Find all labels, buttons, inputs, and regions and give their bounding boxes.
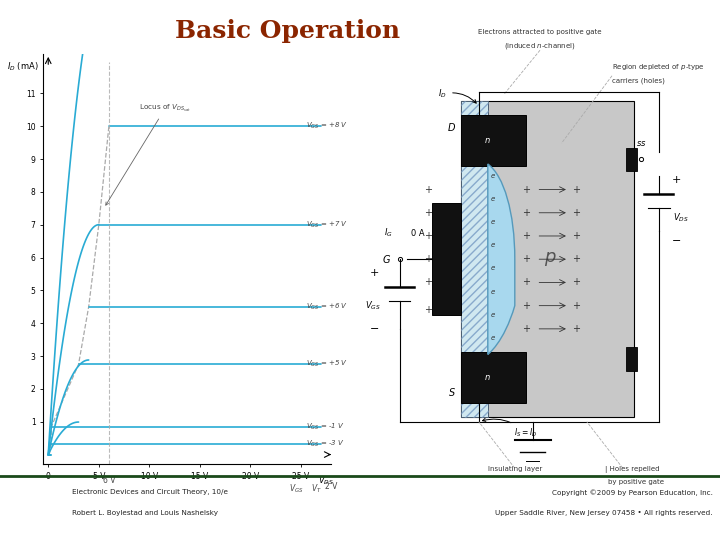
Text: 2 V: 2 V — [325, 482, 338, 491]
Text: Robert L. Boylestad and Louis Nashelsky: Robert L. Boylestad and Louis Nashelsky — [72, 510, 218, 516]
Text: $I_D$ (mA): $I_D$ (mA) — [7, 61, 39, 73]
Text: Electrons attracted to positive gate: Electrons attracted to positive gate — [478, 29, 602, 35]
FancyBboxPatch shape — [626, 148, 637, 171]
Text: $I_D$: $I_D$ — [438, 87, 476, 103]
Text: $I_G$: $I_G$ — [384, 227, 393, 239]
Text: Locus of $V_{DS_{sat}}$: Locus of $V_{DS_{sat}}$ — [106, 103, 192, 205]
Text: $S$: $S$ — [448, 386, 456, 397]
Text: e: e — [491, 242, 495, 248]
Text: e: e — [491, 335, 495, 341]
Text: Basic Operation: Basic Operation — [176, 19, 400, 43]
Text: −: − — [369, 324, 379, 334]
Text: +: + — [424, 185, 433, 194]
Text: $V_{GS}$ = -3 V: $V_{GS}$ = -3 V — [306, 439, 345, 449]
Text: $n$: $n$ — [485, 136, 491, 145]
Text: +: + — [424, 278, 433, 287]
Text: Upper Saddle River, New Jersey 07458 • All rights reserved.: Upper Saddle River, New Jersey 07458 • A… — [495, 510, 713, 516]
Text: +: + — [369, 268, 379, 278]
Text: +: + — [672, 176, 682, 185]
PathPatch shape — [488, 164, 515, 354]
Text: PEARSON: PEARSON — [17, 494, 58, 503]
Text: +: + — [572, 231, 580, 241]
Text: $I_S = I_D$: $I_S = I_D$ — [482, 418, 537, 439]
Text: $V_{GS}$: $V_{GS}$ — [289, 482, 303, 495]
Text: +: + — [521, 278, 530, 287]
Text: +: + — [424, 305, 433, 315]
Text: $p$: $p$ — [544, 250, 557, 268]
Text: +: + — [521, 254, 530, 264]
Text: $n$: $n$ — [485, 373, 491, 382]
Text: (induced $n$-channel): (induced $n$-channel) — [504, 42, 576, 51]
Text: Electronic Devices and Circuit Theory, 10/e: Electronic Devices and Circuit Theory, 1… — [72, 489, 228, 496]
Text: Region depleted of $p$-type: Region depleted of $p$-type — [612, 62, 705, 72]
Text: by positive gate: by positive gate — [608, 480, 665, 485]
Text: $ss$: $ss$ — [636, 139, 646, 147]
Text: +: + — [424, 231, 433, 241]
Text: +: + — [424, 208, 433, 218]
Text: e: e — [491, 173, 495, 179]
Text: +: + — [572, 185, 580, 194]
Text: +: + — [572, 254, 580, 264]
Text: $V_{GS}$: $V_{GS}$ — [365, 299, 380, 312]
Text: carriers (holes): carriers (holes) — [612, 78, 665, 84]
Text: $V_{GS}$ = -1 V: $V_{GS}$ = -1 V — [306, 422, 345, 432]
Text: $V_{GS}$ = +6 V: $V_{GS}$ = +6 V — [306, 302, 348, 312]
Text: 6 V: 6 V — [103, 476, 115, 485]
Text: e: e — [491, 289, 495, 295]
Text: e: e — [491, 219, 495, 225]
Text: +: + — [572, 208, 580, 218]
Text: Copyright ©2009 by Pearson Education, Inc.: Copyright ©2009 by Pearson Education, In… — [552, 489, 713, 496]
Text: +: + — [521, 324, 530, 334]
Text: −: − — [672, 235, 682, 246]
Text: +: + — [572, 301, 580, 310]
Text: $V_{DS}$: $V_{DS}$ — [672, 211, 688, 224]
Text: +: + — [521, 208, 530, 218]
FancyBboxPatch shape — [461, 102, 488, 417]
Text: $D$: $D$ — [447, 121, 456, 133]
Text: $V_{GS}$ = +8 V: $V_{GS}$ = +8 V — [306, 121, 348, 131]
Text: | Holes repelled: | Holes repelled — [605, 465, 660, 472]
Text: $V_T$: $V_T$ — [310, 482, 321, 495]
Text: +: + — [521, 301, 530, 310]
Text: +: + — [424, 254, 433, 264]
Text: 0 A: 0 A — [411, 229, 424, 238]
Text: $V_{DS}$: $V_{DS}$ — [318, 475, 334, 487]
FancyBboxPatch shape — [461, 102, 634, 417]
Text: $G$: $G$ — [382, 253, 392, 265]
Text: +: + — [572, 278, 580, 287]
Text: +: + — [521, 231, 530, 241]
FancyBboxPatch shape — [461, 352, 526, 403]
Text: +: + — [521, 185, 530, 194]
FancyBboxPatch shape — [461, 115, 526, 166]
Text: e: e — [491, 196, 495, 202]
Text: Insulating layer: Insulating layer — [487, 465, 542, 471]
Text: e: e — [491, 312, 495, 318]
Text: $V_{GS}$ = +7 V: $V_{GS}$ = +7 V — [306, 220, 348, 230]
Text: $V_{GS}$ = +5 V: $V_{GS}$ = +5 V — [306, 359, 348, 369]
FancyBboxPatch shape — [626, 347, 637, 370]
FancyBboxPatch shape — [432, 204, 461, 315]
Text: e: e — [491, 266, 495, 272]
Text: +: + — [572, 324, 580, 334]
